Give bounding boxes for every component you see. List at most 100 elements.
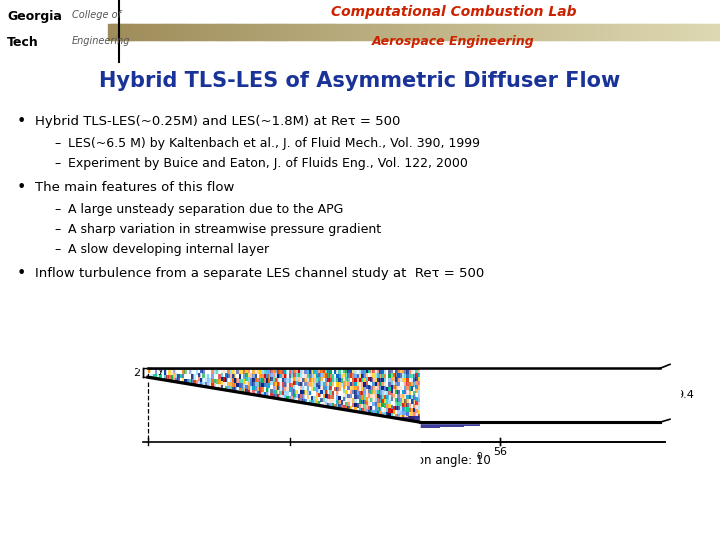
Bar (297, 382, 300, 386)
Bar (341, 383, 343, 387)
Bar (196, 380, 198, 385)
Bar (387, 24, 391, 40)
Bar (343, 397, 346, 401)
Bar (285, 24, 290, 40)
Bar (277, 369, 280, 374)
Bar (388, 382, 391, 387)
Bar (418, 397, 420, 402)
Bar (266, 379, 269, 383)
Bar (619, 24, 624, 40)
Bar (350, 402, 353, 407)
Bar (404, 407, 407, 411)
Bar (138, 24, 143, 40)
Bar (352, 377, 355, 382)
Bar (243, 383, 246, 388)
Bar (320, 381, 323, 386)
Bar (289, 387, 292, 392)
Bar (454, 24, 458, 40)
Bar (671, 24, 675, 40)
Bar (279, 369, 282, 374)
Bar (352, 386, 355, 390)
Bar (418, 406, 420, 410)
Bar (432, 416, 440, 428)
Bar (225, 374, 228, 377)
Bar (348, 390, 350, 394)
Bar (277, 382, 280, 386)
Bar (207, 369, 210, 374)
Bar (295, 389, 298, 394)
Bar (348, 402, 350, 406)
Bar (393, 389, 395, 394)
Bar (350, 382, 353, 386)
Bar (366, 401, 369, 405)
Bar (273, 373, 275, 377)
Bar (393, 394, 395, 397)
Bar (316, 369, 318, 374)
Bar (561, 24, 565, 40)
Bar (327, 399, 330, 403)
Bar (189, 369, 192, 374)
Bar (329, 395, 332, 399)
Bar (313, 369, 316, 374)
Bar (350, 386, 353, 390)
Bar (246, 24, 251, 40)
Text: (x = 43.7, y = 12.0): (x = 43.7, y = 12.0) (282, 346, 379, 356)
Bar (336, 395, 339, 400)
Bar (390, 413, 393, 417)
Bar (318, 393, 320, 397)
Bar (214, 383, 217, 388)
Bar (397, 394, 400, 398)
Bar (588, 24, 593, 40)
Bar (388, 378, 391, 382)
Bar (409, 382, 411, 386)
Bar (248, 386, 251, 390)
Bar (325, 398, 328, 402)
Bar (291, 387, 294, 392)
Bar (305, 395, 307, 399)
Bar (325, 402, 328, 407)
Bar (390, 369, 393, 373)
Bar (390, 373, 393, 377)
Bar (198, 381, 201, 386)
Bar (524, 24, 528, 40)
Bar (334, 369, 336, 374)
Text: 9.4: 9.4 (676, 390, 694, 400)
Bar (338, 374, 341, 378)
Bar (379, 403, 382, 407)
Bar (177, 378, 180, 382)
Bar (418, 381, 420, 386)
Bar (652, 24, 657, 40)
Bar (384, 408, 387, 412)
Text: Hybrid TLS-LES of Asymmetric Diffuser Flow: Hybrid TLS-LES of Asymmetric Diffuser Fl… (99, 71, 621, 91)
Bar (236, 24, 241, 40)
Bar (291, 374, 294, 379)
Bar (319, 24, 324, 40)
Bar (352, 407, 355, 411)
Bar (294, 24, 300, 40)
Bar (316, 401, 318, 405)
Bar (300, 394, 302, 399)
Bar (384, 417, 392, 429)
Bar (204, 382, 207, 387)
Bar (329, 403, 332, 407)
Bar (184, 379, 187, 383)
Bar (273, 377, 275, 382)
Bar (257, 378, 259, 382)
Bar (282, 382, 284, 387)
Bar (307, 382, 310, 387)
Bar (485, 24, 489, 40)
Bar (302, 369, 305, 374)
Bar (374, 410, 377, 415)
Bar (218, 374, 221, 379)
Bar (210, 374, 212, 379)
Bar (366, 397, 369, 401)
Bar (382, 411, 384, 416)
Bar (400, 390, 402, 394)
Bar (415, 369, 418, 373)
Bar (328, 24, 333, 40)
Bar (418, 377, 420, 381)
Bar (395, 414, 397, 418)
Bar (402, 369, 405, 374)
Bar (361, 387, 364, 391)
Polygon shape (138, 240, 680, 368)
